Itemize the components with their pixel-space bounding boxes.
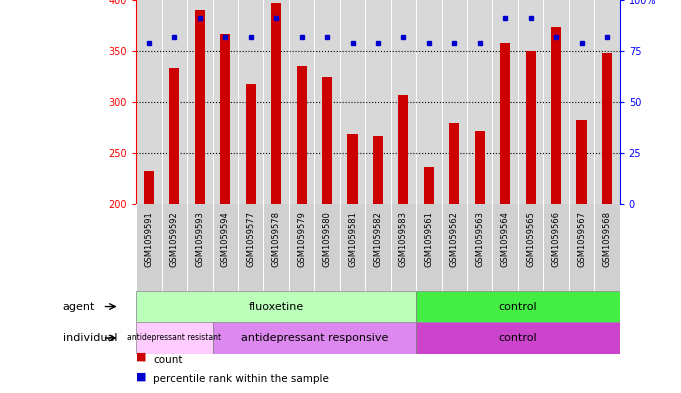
Bar	[373, 136, 383, 204]
Text: antidepressant resistant: antidepressant resistant	[127, 334, 221, 342]
Bar	[602, 53, 612, 204]
Text: GSM1059581: GSM1059581	[348, 211, 357, 267]
Bar	[322, 77, 332, 204]
Bar	[416, 291, 620, 322]
Text: GSM1059567: GSM1059567	[577, 211, 586, 267]
Bar	[475, 131, 485, 204]
Text: GSM1059579: GSM1059579	[297, 211, 306, 267]
Bar	[136, 322, 212, 354]
Text: GSM1059564: GSM1059564	[501, 211, 509, 267]
Bar	[347, 134, 358, 204]
Text: GSM1059562: GSM1059562	[449, 211, 459, 267]
Text: ■: ■	[136, 371, 151, 381]
Bar	[296, 66, 306, 204]
Text: GSM1059565: GSM1059565	[526, 211, 535, 267]
Text: GSM1059591: GSM1059591	[144, 211, 153, 267]
Bar	[449, 123, 460, 204]
Text: GSM1059583: GSM1059583	[399, 211, 408, 267]
Bar	[170, 68, 180, 204]
Bar	[220, 34, 230, 204]
Bar	[398, 95, 409, 204]
Bar	[424, 167, 434, 204]
Bar	[551, 27, 561, 204]
Text: GSM1059568: GSM1059568	[603, 211, 612, 267]
Text: ■: ■	[136, 352, 151, 362]
Text: GSM1059578: GSM1059578	[272, 211, 281, 267]
Text: control: control	[498, 301, 537, 312]
Bar	[416, 322, 620, 354]
Text: GSM1059592: GSM1059592	[170, 211, 179, 267]
Text: GSM1059563: GSM1059563	[475, 211, 484, 267]
Text: GSM1059561: GSM1059561	[424, 211, 433, 267]
Text: agent: agent	[63, 301, 95, 312]
Text: control: control	[498, 333, 537, 343]
Text: count: count	[153, 354, 183, 365]
Bar	[246, 84, 256, 204]
Bar	[195, 10, 205, 204]
Text: percentile rank within the sample: percentile rank within the sample	[153, 374, 329, 384]
Text: GSM1059580: GSM1059580	[323, 211, 332, 267]
Text: GSM1059594: GSM1059594	[221, 211, 229, 267]
Text: fluoxetine: fluoxetine	[249, 301, 304, 312]
Text: GSM1059577: GSM1059577	[247, 211, 255, 267]
Bar	[271, 3, 281, 204]
Text: GSM1059582: GSM1059582	[373, 211, 383, 267]
Bar	[500, 43, 510, 204]
Text: individual: individual	[63, 333, 117, 343]
Bar	[212, 322, 416, 354]
Text: GSM1059566: GSM1059566	[552, 211, 560, 267]
Text: GSM1059593: GSM1059593	[195, 211, 204, 267]
Bar	[144, 171, 154, 204]
Bar	[576, 119, 586, 204]
Text: antidepressant responsive: antidepressant responsive	[240, 333, 388, 343]
Bar	[526, 51, 536, 204]
Bar	[136, 291, 416, 322]
